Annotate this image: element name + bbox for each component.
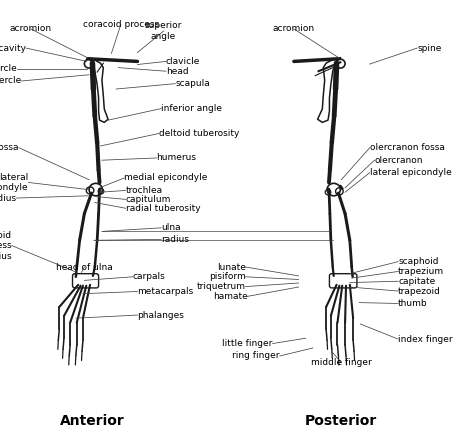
Text: coracoid process: coracoid process <box>83 20 159 29</box>
Text: head of ulna: head of ulna <box>56 263 113 271</box>
Text: metacarpals: metacarpals <box>137 287 194 296</box>
Text: head of radius: head of radius <box>0 194 17 202</box>
Text: phalanges: phalanges <box>137 311 184 320</box>
Text: trapezium: trapezium <box>398 267 444 276</box>
Text: triquetrum: triquetrum <box>197 282 246 291</box>
Text: trochlea: trochlea <box>126 186 163 195</box>
Text: lesser tubercle: lesser tubercle <box>0 77 21 85</box>
Text: trapezoid: trapezoid <box>398 287 441 295</box>
Text: carpals: carpals <box>133 272 165 281</box>
Text: coronoid fossa: coronoid fossa <box>0 143 19 152</box>
Text: clavicle: clavicle <box>166 57 201 66</box>
Text: little finger: little finger <box>222 339 273 348</box>
Text: radial tuberosity: radial tuberosity <box>126 204 200 213</box>
Text: lateral
epicondyle: lateral epicondyle <box>0 173 28 192</box>
Text: middle finger: middle finger <box>311 358 372 367</box>
Text: capitulum: capitulum <box>126 195 171 204</box>
Text: radius: radius <box>161 235 189 244</box>
Text: hamate: hamate <box>213 292 247 301</box>
Text: humerus: humerus <box>156 154 196 162</box>
Text: glenoid cavity: glenoid cavity <box>0 44 26 53</box>
Text: index finger: index finger <box>398 335 453 344</box>
Text: spine: spine <box>417 44 441 53</box>
Text: lateral epicondyle: lateral epicondyle <box>370 168 451 177</box>
Text: olercranon fossa: olercranon fossa <box>370 143 445 152</box>
Text: styloid
process
of radius: styloid process of radius <box>0 231 12 260</box>
Text: deltoid tuberosity: deltoid tuberosity <box>159 129 239 138</box>
Text: scaphoid: scaphoid <box>398 257 438 266</box>
Text: thumb: thumb <box>398 299 428 308</box>
Text: inferior angle: inferior angle <box>161 104 222 113</box>
Text: lunate: lunate <box>217 263 246 271</box>
Text: acromion: acromion <box>273 24 315 33</box>
Text: ulna: ulna <box>161 223 181 232</box>
Text: acromion: acromion <box>10 24 52 33</box>
Text: scapula: scapula <box>175 79 210 88</box>
Text: greater tubercle: greater tubercle <box>0 65 17 73</box>
Text: capitate: capitate <box>398 277 436 286</box>
Text: medial epicondyle: medial epicondyle <box>124 174 208 182</box>
Text: head: head <box>166 67 189 76</box>
Text: ring finger: ring finger <box>232 352 280 360</box>
Text: Anterior: Anterior <box>60 414 125 428</box>
Text: Posterior: Posterior <box>305 414 377 428</box>
Text: superior
angle: superior angle <box>145 21 182 41</box>
Text: pisiform: pisiform <box>209 272 246 281</box>
Text: olercranon: olercranon <box>374 156 423 165</box>
